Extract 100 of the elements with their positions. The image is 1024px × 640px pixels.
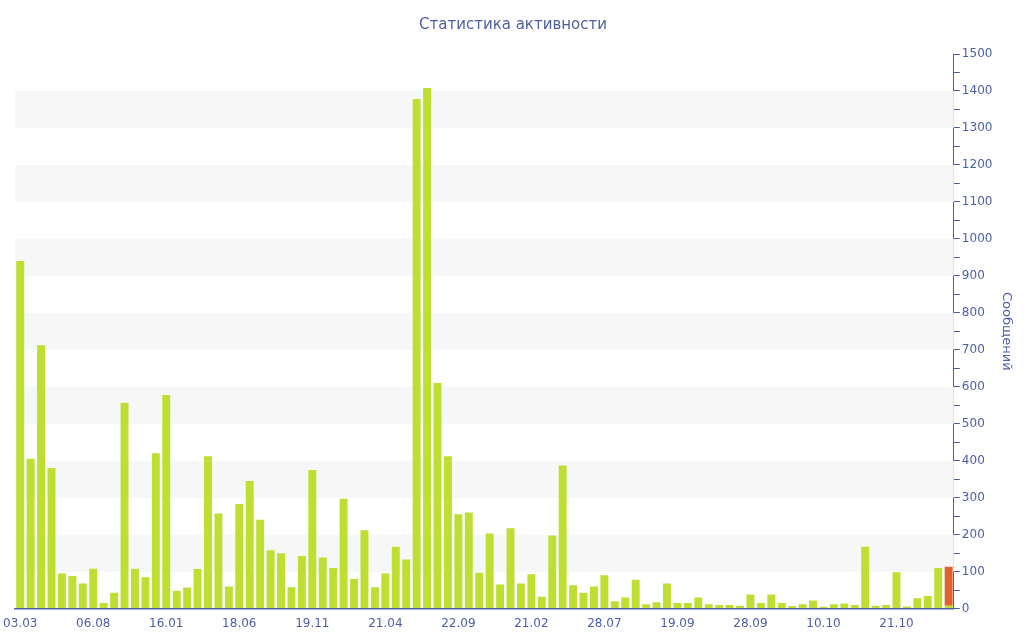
bar: [725, 604, 734, 609]
bar: [673, 603, 682, 609]
y-tick-label: 300: [961, 489, 985, 504]
bar: [923, 596, 932, 609]
y-tick-label: 1300: [961, 120, 993, 135]
bar: [68, 576, 77, 609]
bar: [475, 572, 484, 609]
bar: [235, 503, 244, 609]
bar: [464, 512, 473, 609]
bar: [224, 586, 233, 609]
bar: [850, 604, 859, 609]
x-tick-label: 22.09: [441, 615, 476, 630]
bar: [569, 585, 578, 609]
bar: [141, 577, 150, 609]
bar: [631, 579, 640, 609]
y-tick-label: 0: [961, 600, 970, 615]
bar: [57, 573, 66, 609]
bar: [151, 453, 160, 609]
bar: [277, 553, 285, 609]
bar: [704, 604, 713, 609]
bar: [381, 573, 390, 609]
bar: [694, 597, 703, 609]
bar: [861, 546, 870, 609]
bar: [443, 456, 452, 609]
bar: [652, 602, 661, 609]
y-tick-label: 600: [961, 378, 985, 393]
bar: [788, 606, 797, 609]
bar: [934, 567, 943, 609]
bar: [297, 556, 306, 609]
bar: [26, 458, 35, 609]
bar: [89, 568, 98, 609]
bar: [756, 603, 765, 609]
bar: [287, 587, 296, 609]
y-tick-label: 400: [961, 452, 985, 467]
y-tick-label: 700: [961, 341, 985, 356]
bar: [882, 604, 891, 609]
bar: [829, 604, 838, 609]
y-tick-label: 100: [961, 563, 985, 578]
bar: [809, 600, 817, 609]
bar: [610, 601, 619, 609]
x-tick-label: 21.02: [514, 615, 549, 630]
bar: [78, 583, 87, 609]
bar: [537, 596, 546, 609]
x-tick-label: 21.04: [368, 615, 403, 630]
x-tick-label: 10.10: [806, 615, 841, 630]
bar: [402, 559, 411, 609]
bar: [318, 557, 327, 609]
bar: [412, 99, 421, 609]
bar: [308, 469, 317, 609]
bar: [329, 567, 338, 609]
x-tick-label: 03.03: [3, 615, 38, 630]
bar: [423, 88, 432, 609]
bar: [183, 587, 192, 609]
bar: [516, 583, 525, 609]
bar: [485, 533, 494, 609]
bar: [767, 594, 776, 609]
bar: [204, 456, 212, 609]
bar: [37, 345, 46, 609]
y-tick-label: 500: [961, 415, 985, 430]
bar: [642, 604, 651, 609]
bar: [245, 481, 254, 609]
bar: [214, 513, 223, 609]
bar: [496, 584, 505, 609]
x-tick-label: 16.01: [149, 615, 184, 630]
y-tick-label: 900: [961, 267, 985, 282]
bar: [621, 597, 630, 609]
x-tick-label: 28.07: [587, 615, 622, 630]
x-tick-label: 21.10: [879, 615, 914, 630]
x-tick-label: 06.08: [76, 615, 111, 630]
bar: [120, 402, 129, 609]
y-tick-label: 1200: [961, 157, 993, 172]
y-tick-label: 1500: [961, 46, 993, 61]
y-tick-label: 1400: [961, 83, 993, 98]
bar: [454, 514, 463, 609]
chart-title: Статистика активности: [419, 14, 607, 33]
bar: [746, 594, 755, 609]
y-tick-label: 1100: [961, 194, 993, 209]
bar: [256, 519, 265, 609]
x-tick-label: 18.06: [222, 615, 257, 630]
bar: [193, 569, 202, 609]
bar: [266, 550, 275, 609]
bar: [527, 574, 536, 609]
bar: [663, 583, 671, 609]
bar: [110, 592, 119, 609]
y-tick-label: 200: [961, 526, 985, 541]
bar: [913, 598, 922, 609]
bar: [162, 394, 171, 609]
bar: [558, 465, 567, 609]
bar: [339, 498, 348, 609]
bar: [944, 566, 953, 606]
bar: [798, 604, 807, 609]
y-tick-label: 1000: [961, 230, 993, 245]
bar: [715, 604, 724, 609]
x-tick-label: 28.09: [733, 615, 768, 630]
x-tick-label: 19.11: [295, 615, 330, 630]
bar: [840, 603, 849, 609]
bar: [391, 546, 400, 609]
bar: [172, 590, 181, 609]
x-tick-label: 19.09: [660, 615, 695, 630]
bar: [16, 261, 25, 609]
